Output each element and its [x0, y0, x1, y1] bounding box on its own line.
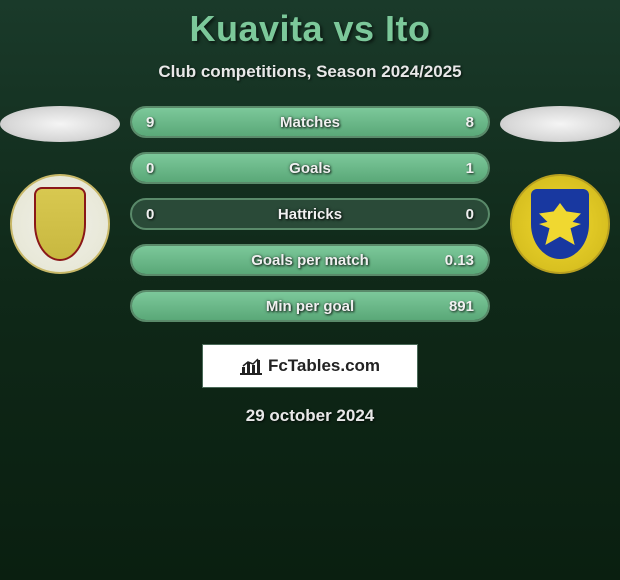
subtitle: Club competitions, Season 2024/2025 [0, 62, 620, 82]
brand-box[interactable]: FcTables.com [202, 344, 418, 388]
stat-label: Matches [280, 114, 340, 131]
left-club-badge [10, 174, 110, 274]
stat-row: 0 Hattricks 0 [130, 198, 490, 230]
date-text: 29 october 2024 [0, 406, 620, 426]
stats-list: 9 Matches 8 0 Goals 1 0 Hattricks 0 Goals per mat… [130, 106, 490, 322]
stat-label: Goals [289, 160, 331, 177]
stat-label: Min per goal [266, 298, 354, 315]
stat-value-right: 891 [449, 298, 474, 315]
stat-row: Goals per match 0.13 [130, 244, 490, 276]
brand-text: FcTables.com [268, 356, 380, 376]
eagle-icon [539, 203, 581, 245]
stat-fill-right [317, 108, 488, 136]
stat-label: Hattricks [278, 206, 342, 223]
comparison-panel: 9 Matches 8 0 Goals 1 0 Hattricks 0 Goals per mat… [0, 106, 620, 322]
stat-value-right: 8 [466, 114, 474, 131]
stat-value-left: 0 [146, 160, 154, 177]
stat-value-right: 0.13 [445, 252, 474, 269]
left-player-column [0, 106, 120, 274]
right-player-column [500, 106, 620, 274]
stat-row: Min per goal 891 [130, 290, 490, 322]
right-name-pill [500, 106, 620, 142]
stat-value-left: 9 [146, 114, 154, 131]
page-title: Kuavita vs Ito [0, 0, 620, 50]
stat-row: 0 Goals 1 [130, 152, 490, 184]
stat-value-left: 0 [146, 206, 154, 223]
stat-row: 9 Matches 8 [130, 106, 490, 138]
stat-value-right: 1 [466, 160, 474, 177]
left-name-pill [0, 106, 120, 142]
stat-label: Goals per match [251, 252, 369, 269]
stat-value-right: 0 [466, 206, 474, 223]
right-club-badge [510, 174, 610, 274]
brand-chart-icon [240, 357, 262, 375]
